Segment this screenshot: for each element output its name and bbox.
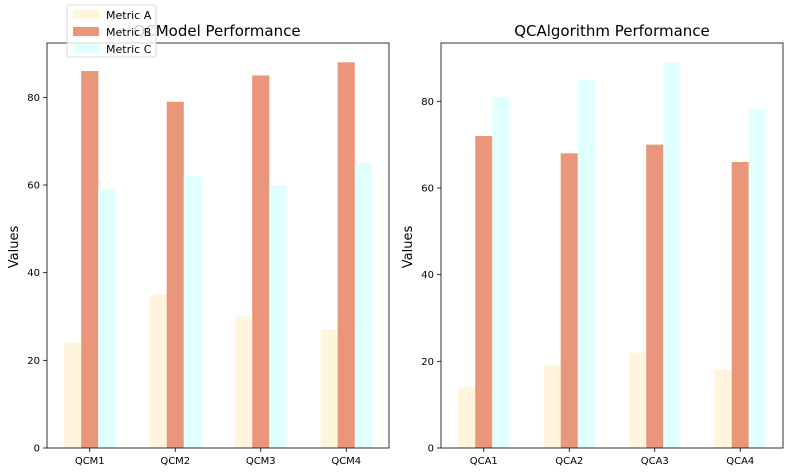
legend-swatch-metric-c [73,44,99,53]
y-tick-label: 20 [421,357,434,368]
bar-metric-b-qcm4 [337,62,355,449]
x-tick-label: QCM3 [246,456,276,467]
legend-label-metric-a: Metric A [106,9,152,22]
bar-metric-c-qcm3 [269,185,287,448]
bar-metric-b-qca2 [560,153,578,449]
legend-swatch-metric-a [73,10,99,19]
bar-metric-a-qca1 [458,387,476,448]
plot-frame [46,42,390,449]
bar-metric-b-qca4 [731,161,749,448]
bar-metric-a-qcm2 [149,294,167,448]
bar-metric-c-qcm1 [98,189,116,448]
y-tick-label: 0 [34,444,40,455]
bar-metric-b-qcm2 [166,101,184,448]
x-tick-label: QCA4 [726,456,754,467]
ticks-group: QCM1 QCM2 QCM3 QCM4 0 20 40 60 80 [27,93,361,467]
chart-qcalgorithm-performance: QCAlgorithm Performance Values QCA1 QCA2 Q… [401,22,784,467]
bars-group [64,62,372,449]
bar-metric-c-qca3 [663,62,681,449]
bar-metric-a-qcm4 [320,329,338,448]
y-tick-label: 60 [27,181,40,192]
legend-label-metric-c: Metric C [106,43,152,56]
bar-metric-b-qcm1 [81,71,99,449]
x-tick-label: QCM4 [331,456,361,467]
chart-title: QCModel Performance [133,22,300,40]
y-tick-label: 80 [27,93,40,104]
y-tick-label: 40 [421,270,434,281]
bar-metric-a-qca2 [543,365,561,448]
x-tick-label: QCA1 [470,456,498,467]
legend-label-metric-b: Metric B [106,26,151,39]
x-tick-label: QCA2 [555,456,583,467]
bar-metric-b-qca1 [475,135,493,448]
ticks-group: QCA1 QCA2 QCA3 QCA4 0 20 40 60 80 [421,97,754,467]
chart-title: QCAlgorithm Performance [514,22,710,40]
legend-swatch-metric-b [73,27,99,36]
bar-metric-a-qca4 [714,369,732,448]
bar-metric-c-qca2 [577,79,595,448]
x-tick-label: QCA3 [641,456,669,467]
y-tick-label: 20 [27,356,40,367]
x-tick-label: QCM2 [160,456,190,467]
bar-metric-b-qca3 [646,144,664,448]
y-axis-label: Values [7,226,22,269]
bar-metric-a-qcm3 [235,316,253,448]
y-tick-label: 80 [421,97,434,108]
bar-metric-c-qca4 [748,109,766,449]
bar-metric-a-qca3 [629,352,647,448]
bar-metric-c-qcm4 [354,163,372,448]
bar-metric-c-qcm2 [183,176,201,448]
y-tick-label: 0 [428,444,434,455]
bar-metric-b-qcm3 [252,75,270,449]
legend: Metric A Metric B Metric C [66,4,157,58]
bars-group [458,62,766,449]
x-tick-label: QCM1 [75,456,105,467]
bar-metric-c-qca1 [492,96,510,448]
y-tick-label: 40 [27,268,40,279]
y-tick-label: 60 [421,183,434,194]
bar-metric-a-qcm1 [64,342,82,448]
plot-frame [440,42,784,449]
chart-qcmodel-performance: QCModel Performance Values QCM1 QCM2 QCM3 Q… [7,22,390,467]
y-axis-label: Values [401,226,416,269]
